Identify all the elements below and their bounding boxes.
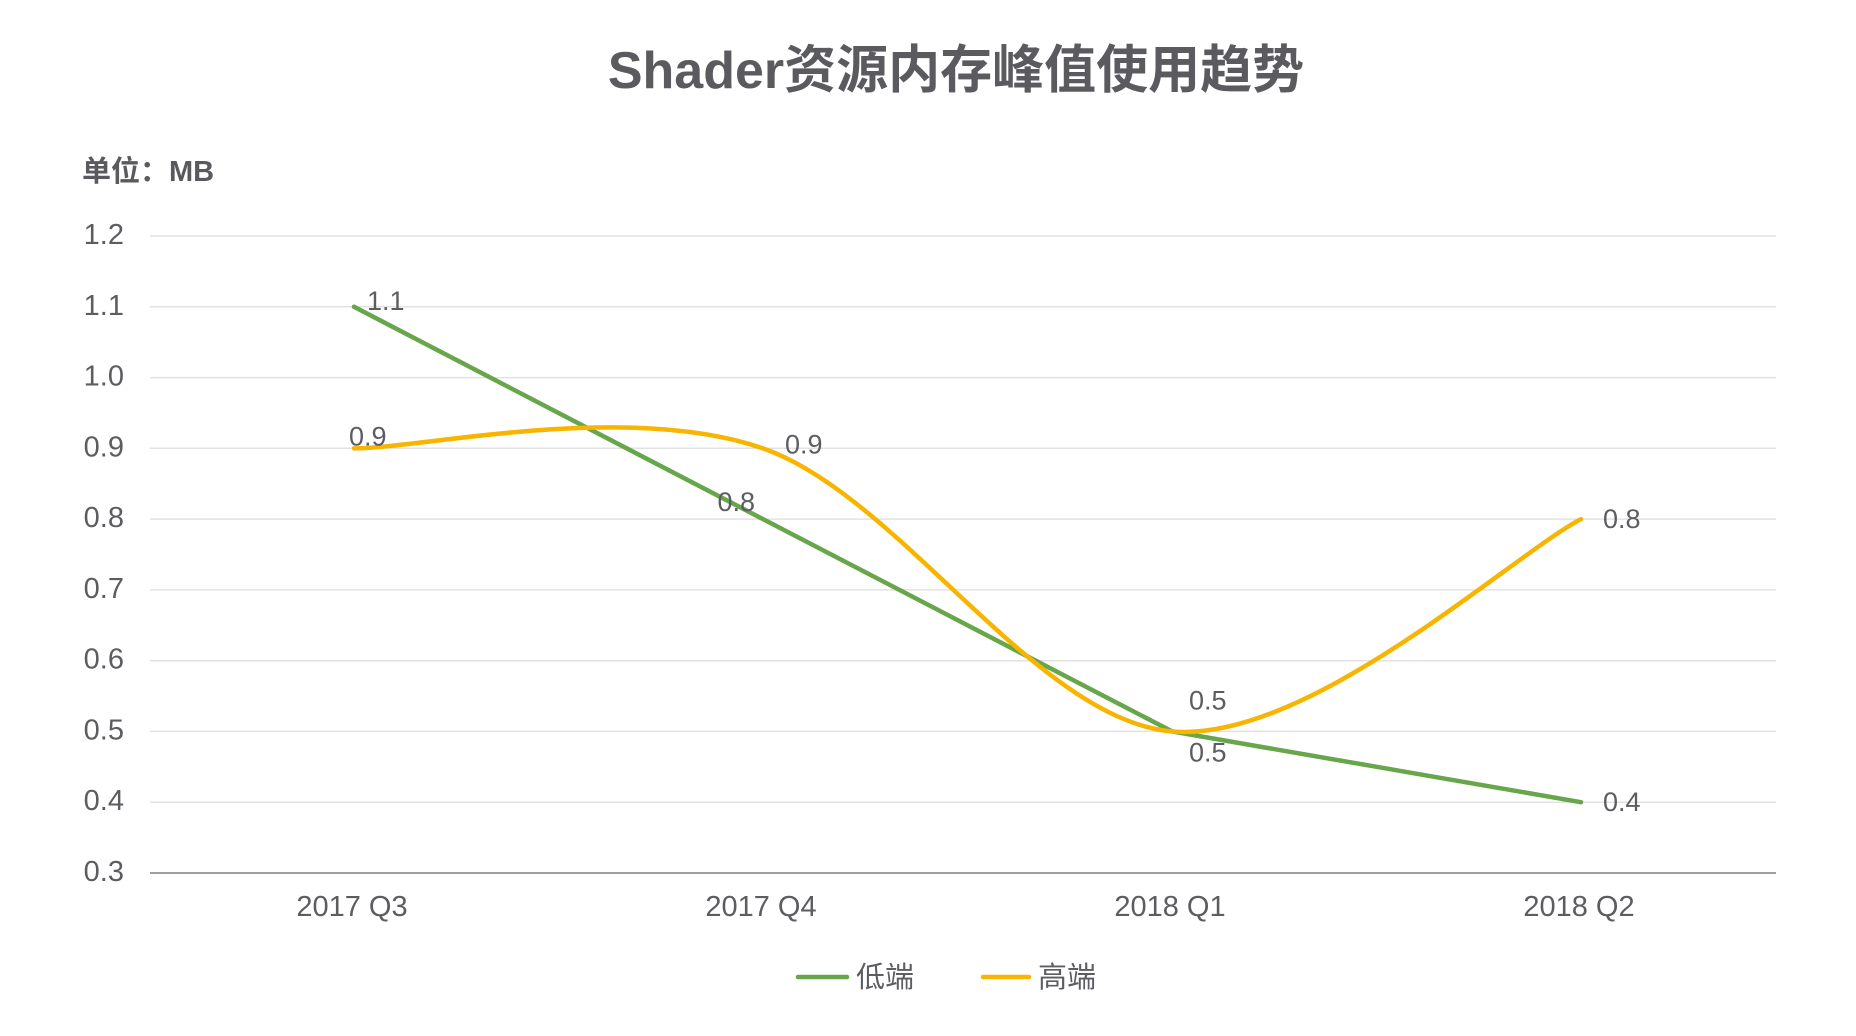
svg-text:0.9: 0.9 (349, 421, 387, 451)
svg-text:0.6: 0.6 (84, 644, 124, 676)
svg-text:0.9: 0.9 (785, 429, 823, 459)
svg-text:0.3: 0.3 (84, 856, 124, 888)
svg-text:0.8: 0.8 (84, 502, 124, 534)
svg-text:0.5: 0.5 (84, 714, 124, 746)
svg-text:2018 Q1: 2018 Q1 (1114, 891, 1225, 923)
svg-text:0.8: 0.8 (717, 487, 755, 517)
svg-text:0.4: 0.4 (1603, 787, 1641, 817)
svg-text:0.5: 0.5 (1189, 685, 1227, 715)
svg-text:0.7: 0.7 (84, 573, 124, 605)
svg-text:0.9: 0.9 (84, 431, 124, 463)
svg-text:1.1: 1.1 (367, 286, 405, 316)
svg-text:0.4: 0.4 (84, 785, 124, 817)
svg-text:2017 Q4: 2017 Q4 (705, 891, 816, 923)
svg-text:0.8: 0.8 (1603, 504, 1641, 534)
svg-text:0.5: 0.5 (1189, 737, 1227, 767)
svg-text:高端: 高端 (1038, 961, 1096, 994)
svg-text:2017 Q3: 2017 Q3 (296, 891, 407, 923)
svg-text:1.2: 1.2 (84, 219, 124, 251)
svg-text:1.0: 1.0 (84, 361, 124, 393)
svg-text:2018 Q2: 2018 Q2 (1523, 891, 1634, 923)
svg-text:低端: 低端 (856, 961, 914, 994)
svg-text:1.1: 1.1 (84, 290, 124, 322)
